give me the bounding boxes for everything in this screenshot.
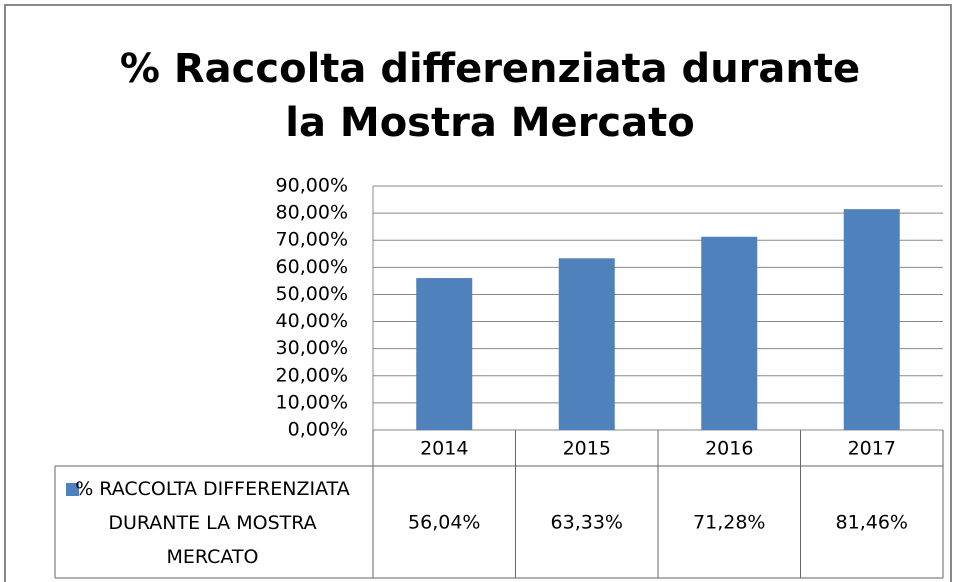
bar (558, 258, 615, 430)
bar (843, 209, 900, 430)
data-table-value: 56,04% (408, 512, 480, 534)
y-tick-label: 10,00% (276, 391, 348, 413)
data-table-value: 63,33% (551, 512, 623, 534)
frame (4, 4, 952, 582)
chart-title: % Raccolta differenziata durante la Most… (119, 46, 861, 146)
bar (701, 236, 758, 430)
data-table-value: 71,28% (693, 512, 765, 534)
y-tick-label: 50,00% (276, 283, 348, 305)
y-tick-label: 90,00% (276, 175, 348, 197)
y-tick-label: 20,00% (276, 364, 348, 386)
y-tick-label: 60,00% (276, 256, 348, 278)
legend-swatch (66, 483, 79, 496)
y-tick-label: 70,00% (276, 229, 348, 251)
data-table-value: 81,46% (836, 512, 908, 534)
y-tick-label: 80,00% (276, 202, 348, 224)
x-tick-label: 2016 (705, 438, 753, 460)
x-tick-label: 2017 (848, 438, 896, 460)
y-tick-label: 0,00% (288, 419, 348, 441)
y-tick-label: 30,00% (276, 337, 348, 359)
bar (416, 278, 473, 430)
y-tick-label: 40,00% (276, 310, 348, 332)
x-tick-label: 2015 (563, 438, 611, 460)
x-tick-label: 2014 (420, 438, 468, 460)
legend-label: % RACCOLTA DIFFERENZIATA DURANTE LA MOST… (75, 477, 350, 568)
